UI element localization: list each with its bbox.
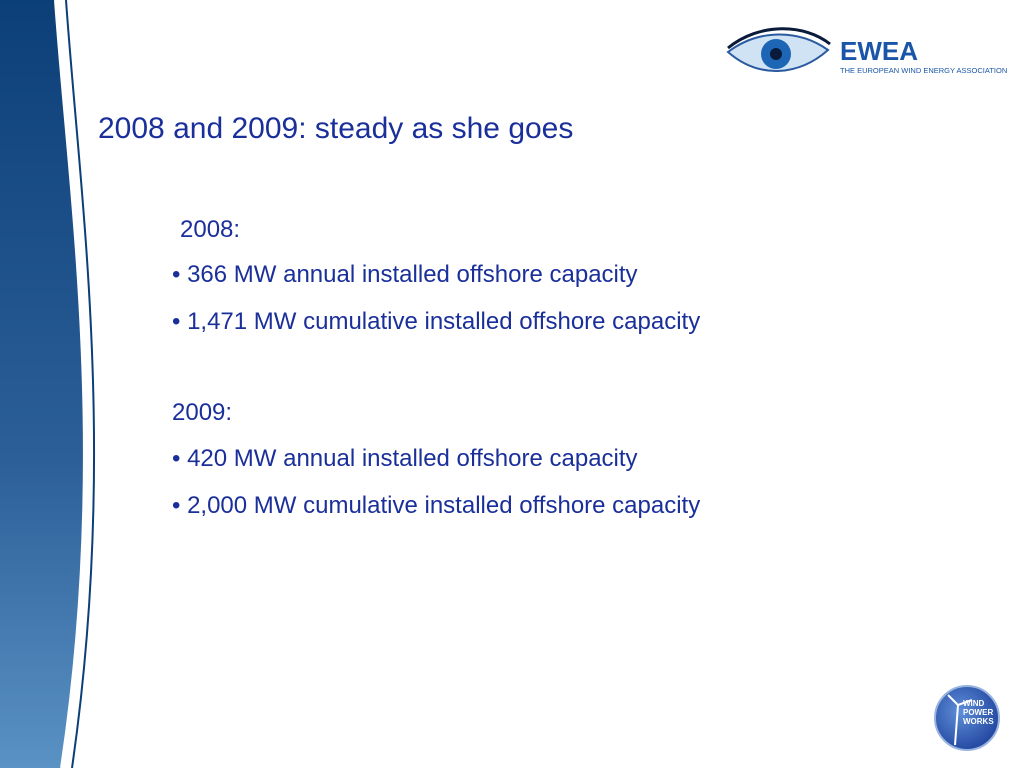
badge-line: WORKS: [963, 717, 994, 726]
side-line: [65, 0, 96, 768]
side-curve: [54, 0, 87, 768]
badge: WIND POWER WORKS: [934, 685, 1000, 751]
slide-title: 2008 and 2009: steady as she goes: [98, 112, 573, 145]
logo-name: EWEA: [840, 36, 918, 66]
badge-line: WIND: [963, 699, 985, 708]
side-band: [0, 0, 85, 768]
logo: EWEA THE EUROPEAN WIND ENERGY ASSOCIATIO…: [726, 27, 1007, 75]
bullet: • 2,000 MW cumulative installed offshore…: [172, 492, 700, 519]
bullet: • 1,471 MW cumulative installed offshore…: [172, 308, 700, 335]
bullet: • 420 MW annual installed offshore capac…: [172, 445, 638, 472]
badge-line: POWER: [963, 708, 993, 717]
section-heading: 2008:: [180, 216, 240, 243]
logo-subtitle: THE EUROPEAN WIND ENERGY ASSOCIATION: [840, 66, 1007, 75]
section-heading: 2009:: [172, 399, 232, 426]
bullet: • 366 MW annual installed offshore capac…: [172, 261, 638, 288]
